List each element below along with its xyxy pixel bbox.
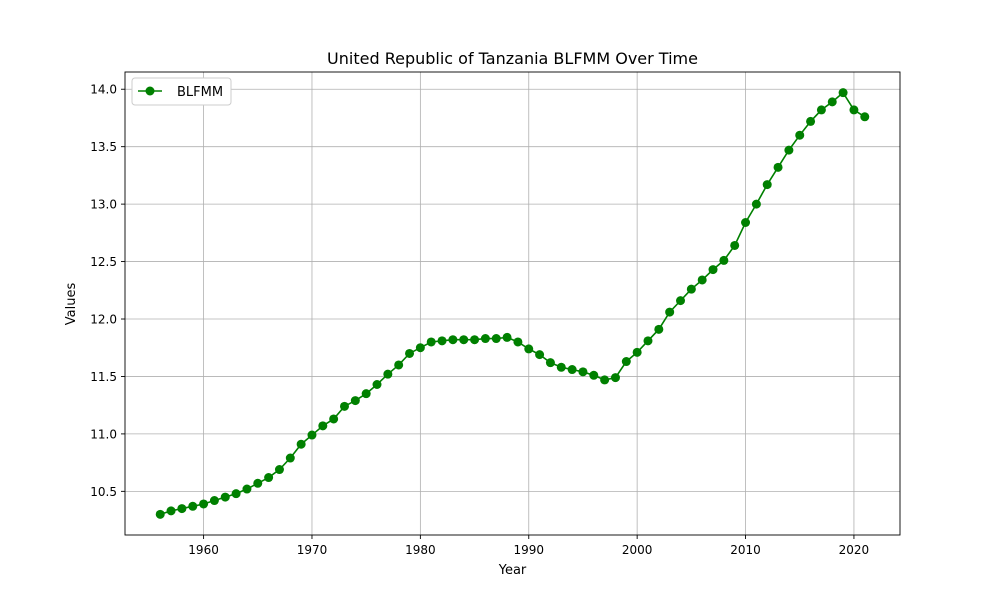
data-point (264, 473, 274, 483)
data-point (426, 337, 436, 347)
data-point (339, 401, 349, 411)
data-point (762, 180, 772, 190)
grid (125, 72, 900, 535)
data-point (502, 332, 512, 342)
data-point (405, 348, 415, 358)
data-point (610, 373, 620, 383)
data-point (274, 465, 284, 475)
data-point (459, 335, 469, 345)
data-point (708, 265, 718, 275)
data-point (166, 506, 176, 516)
data-point (816, 105, 826, 115)
data-point (632, 347, 642, 357)
data-point (296, 439, 306, 449)
data-point (155, 509, 165, 519)
data-point (741, 218, 751, 228)
data-point (415, 343, 425, 353)
data-point (545, 358, 555, 368)
data-point (730, 240, 740, 250)
x-tick-label: 2020 (839, 543, 870, 557)
y-axis-label: Values (64, 283, 79, 326)
data-point (329, 414, 339, 424)
data-point (491, 334, 501, 344)
data-point (448, 335, 458, 345)
data-point (751, 199, 761, 209)
y-tick-label: 11.5 (90, 370, 117, 384)
data-point (827, 97, 837, 107)
data-point (773, 162, 783, 172)
data-point (524, 344, 534, 354)
y-tick-label: 14.0 (90, 83, 117, 97)
data-point (600, 375, 610, 385)
y-tick-label: 13.0 (90, 198, 117, 212)
x-tick-label: 2000 (622, 543, 653, 557)
data-point (307, 430, 317, 440)
data-point (470, 335, 480, 345)
data-point (220, 492, 230, 502)
y-tick-label: 13.5 (90, 140, 117, 154)
data-point (350, 396, 360, 406)
data-point (372, 379, 382, 389)
chart-title: United Republic of Tanzania BLFMM Over T… (327, 49, 698, 68)
data-point (513, 337, 523, 347)
data-point (188, 501, 198, 511)
data-point (177, 504, 187, 514)
x-tick-label: 1960 (188, 543, 219, 557)
data-point (199, 499, 209, 509)
data-point (621, 357, 631, 367)
data-point (318, 421, 328, 431)
legend-box (131, 77, 232, 106)
data-point (231, 489, 241, 499)
data-point (806, 116, 816, 126)
data-point (697, 275, 707, 285)
data-point (665, 307, 675, 317)
y-tick-label: 11.0 (90, 427, 117, 441)
data-point (567, 365, 577, 375)
data-point (719, 255, 729, 265)
data-point (784, 145, 794, 155)
axes: 1960 1970 1980 1990 2000 2010 2020 10.5 11.0 11.5… (90, 71, 901, 557)
legend-label-blfmm: BLFMM (177, 85, 223, 100)
plot-frame (124, 71, 901, 536)
data-point (242, 484, 252, 494)
data-point (654, 324, 664, 334)
data-point (480, 334, 490, 344)
data-point (437, 336, 447, 346)
data-point (383, 369, 393, 379)
data-point (556, 362, 566, 372)
data-point (795, 130, 805, 140)
data-point (535, 350, 545, 360)
x-axis-label: Year (498, 563, 527, 578)
data-point (361, 389, 371, 399)
y-tick-label: 12.5 (90, 255, 117, 269)
x-tick-label: 1990 (513, 543, 544, 557)
y-tick-label: 12.0 (90, 313, 117, 327)
data-point (285, 453, 295, 463)
data-point (849, 105, 859, 115)
data-point (838, 88, 848, 98)
data-point (578, 367, 588, 377)
series-layer (155, 88, 870, 519)
data-point (676, 296, 686, 306)
data-point (253, 478, 263, 488)
data-point (860, 112, 870, 122)
x-tick-label: 1980 (405, 543, 436, 557)
data-point (643, 336, 653, 346)
y-tick-label: 10.5 (90, 485, 117, 499)
x-tick-label: 1970 (297, 543, 328, 557)
data-point (394, 360, 404, 370)
x-tick-label: 2010 (730, 543, 761, 557)
data-point (686, 284, 696, 294)
legend: BLFMM (131, 77, 232, 106)
data-point (589, 370, 599, 380)
data-point (209, 496, 219, 506)
legend-marker-swatch (145, 86, 155, 96)
